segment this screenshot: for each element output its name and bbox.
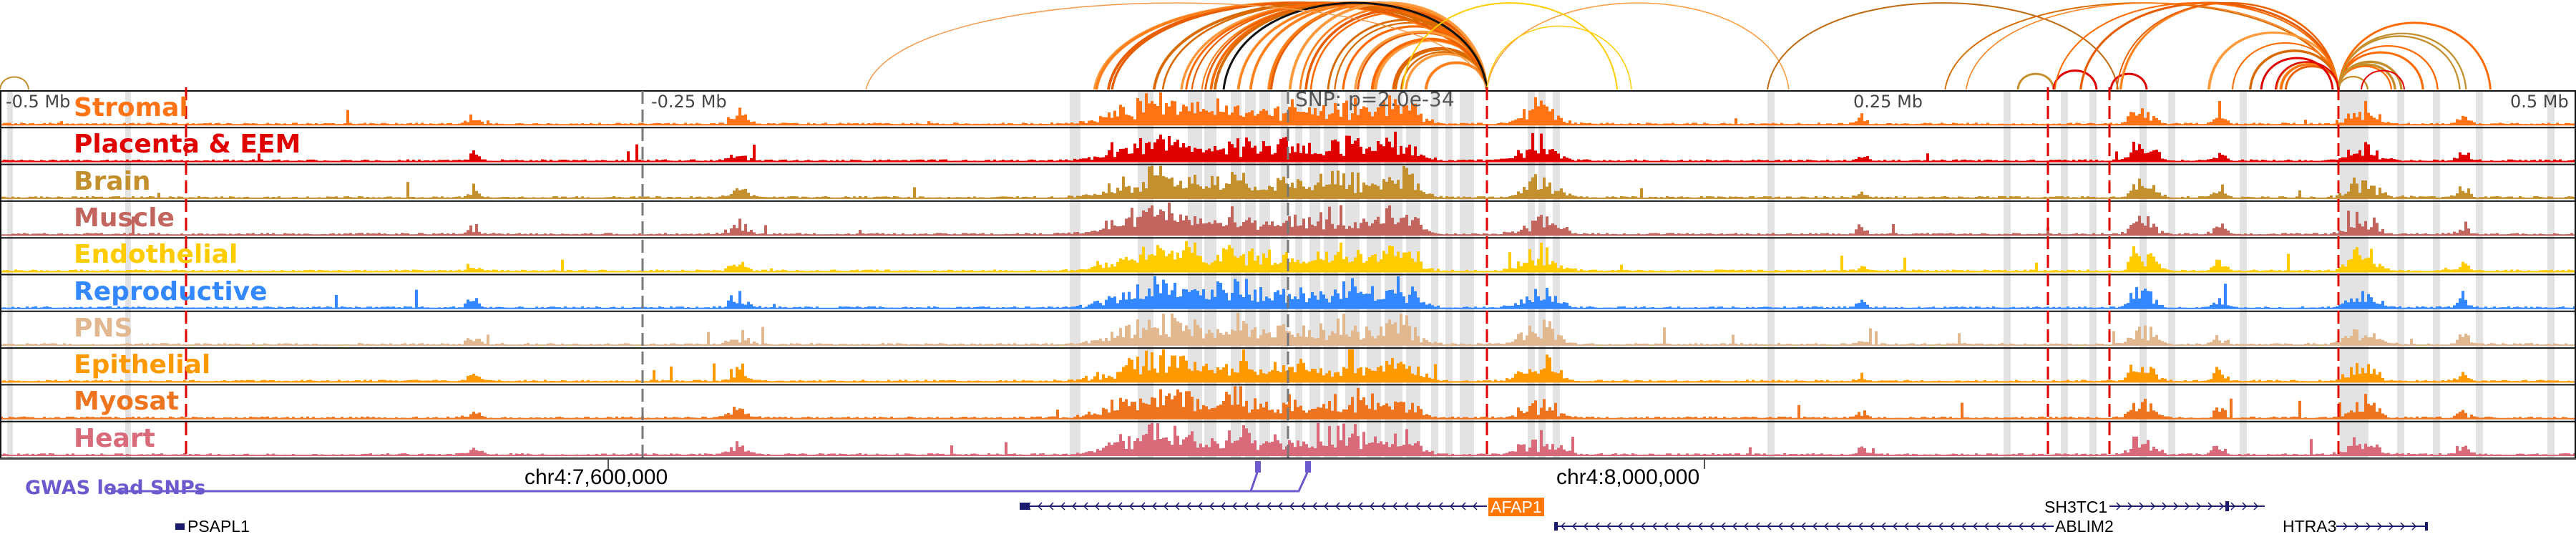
interaction-arc [2337,35,2461,90]
gwas-track-label: GWAS lead SNPs [25,477,206,499]
gwas-snp-marker [1255,461,1261,473]
marker-lines [185,87,2340,458]
interaction-arc [2054,2,2339,90]
signal-stromal [0,92,2576,125]
gwas-snp-marker [1305,461,1311,473]
coordinate-label-2: chr4:8,000,000 [1556,465,1700,489]
track-label: Heart [74,423,155,453]
interaction-arc [2016,72,2055,90]
track-label: Stromal [74,93,188,122]
interaction-arc [865,2,1488,90]
interaction-arc [0,76,29,90]
interaction-arc [1486,2,1790,90]
track-label: PNS [74,313,133,343]
gene-exon [1020,503,1030,510]
track-label: Muscle [74,203,175,233]
interaction-arc [2109,72,2148,90]
interaction-arc [1767,2,2119,90]
interaction-arc [2337,21,2492,90]
scale-label-right-outer: 0.5 Mb [2510,92,2569,112]
snp-pvalue-label: SNP: p=2.0e-34 [1295,87,1455,111]
gene-ablim2-strand [1560,522,2046,531]
interaction-arc [1402,2,1618,90]
signal-tracks [0,90,2576,459]
track-label: Reproductive [74,276,268,306]
interaction-arc [2052,69,2098,90]
coordinate-label-1: chr4:7,600,000 [525,465,668,489]
gene-label-afap1[interactable]: AFAP1 [1488,498,1544,516]
track-label: Brain [74,166,151,196]
gene-label-ablim2[interactable]: ABLIM2 [2055,517,2114,536]
track-label: Endothelial [74,240,238,270]
interaction-arc [1222,1,1488,90]
signal-myosat [0,386,2576,419]
gene-label-psapl1[interactable]: PSAPL1 [187,517,250,536]
gwas-connector [111,472,1309,493]
gene-exon [2425,522,2428,531]
signal-muscle [0,202,2576,236]
gene-label-sh3tc1[interactable]: SH3TC1 [2044,498,2108,516]
scale-label-left-inner: -0.25 Mb [651,92,727,112]
interaction-arc [1965,2,2339,90]
track-label: Myosat [74,387,179,417]
interaction-arc [1486,25,1632,90]
gene-label-htra3[interactable]: HTRA3 [2283,517,2337,536]
gene-sh3tc1-strand [2116,502,2259,511]
track-label: Placenta & EEM [74,130,301,160]
gene-htra3-strand [2343,522,2417,531]
interaction-arc [2361,69,2405,90]
gene-psapl1 [175,523,185,530]
gene-exon [1554,522,1558,531]
scale-label-right-inner: 0.25 Mb [1853,92,1923,112]
interaction-arc [2275,61,2339,90]
interaction-arc [2248,49,2340,90]
track-label: Epithelial [74,350,211,380]
interaction-arc [1288,1,1488,90]
interaction-arc [2116,2,2339,90]
interaction-arc [2337,60,2403,90]
gene-annotation-area [0,458,2576,531]
interaction-arc [2260,57,2334,90]
gene-exon [2225,501,2229,511]
signal-endothelial [0,241,2576,272]
signal-placenta-eem [0,131,2576,162]
interaction-arc [1111,1,1488,90]
scale-label-left-outer: -0.5 Mb [6,92,71,112]
interaction-arcs [0,1,2492,90]
